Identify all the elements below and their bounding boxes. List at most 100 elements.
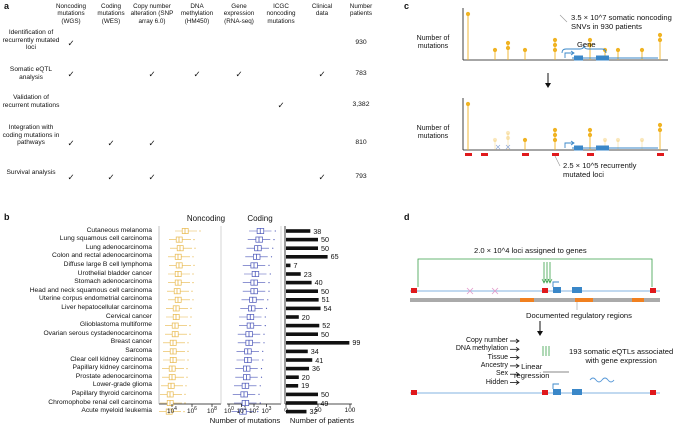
patient-count: 783 [355,70,367,77]
patient-bar [286,341,350,345]
patient-bar [286,306,321,311]
patient-bar [286,315,299,319]
c-lollipop-head [587,132,593,138]
noncoding-outlier [192,256,194,258]
covariate-label: Copy number [465,337,508,344]
covariate-label: Tissue [487,353,508,361]
c-lollipop-head [615,47,621,53]
d-locus [542,288,548,293]
patients-tick-label: 50 [314,407,322,414]
c-lollipop-head [465,101,471,107]
covariate-label: DNA methylation [455,345,508,353]
c-lollipop-head [657,127,663,133]
c-down-arrowhead [545,83,551,88]
cancer-type-label: Lung squamous cell carcinoma [59,235,152,243]
covariate-arrowhead [515,338,520,344]
covariate-arrowhead [515,380,520,385]
patient-bar-value: 49 [320,398,329,408]
column-header: ICGC noncoding mutations [266,3,296,25]
assignment-arrowheads [541,278,553,284]
assignment-bracket [417,258,653,287]
patient-bar-value: 52 [322,321,331,331]
d-down-arrowhead [537,331,543,336]
c-lollipop-head [522,137,528,143]
c-gene-exon [596,55,609,61]
snv-note-pointer [559,14,568,23]
patient-bar-value: 20 [301,312,310,322]
coding-outlier [260,376,263,378]
c-lollipop-head [639,47,645,53]
d-regulatory-region [520,298,534,302]
patient-bar-value: 40 [314,278,323,288]
row-label: Integration with coding mutations in pat… [2,124,60,147]
patient-bar [286,366,310,371]
check-mark: ✓ [318,172,326,182]
check-mark: ✓ [148,172,156,182]
check-mark: ✓ [67,138,75,148]
cancer-type-label: Diffuse large B cell lymphoma [63,260,152,268]
expression-wave [589,377,615,383]
noncoding-outlier [191,290,193,292]
noncoding-outlier [190,316,192,318]
patient-bar-value: 50 [321,329,329,339]
d-gene-exon-2 [553,389,561,395]
noncoding-outlier [183,411,185,413]
cancer-type-label: Head and neck squamous cell carcinoma [29,286,152,294]
d-locus-2 [542,390,548,395]
snv-note: 3.5 × 10^7 somatic noncoding SNVs in 930… [571,13,672,31]
check-mark: ✓ [148,69,156,79]
check-mark: ✓ [67,38,75,48]
patient-bar-value: 65 [330,252,339,262]
check-mark: ✓ [318,69,326,79]
c-lollipop-head [552,47,558,53]
patient-bar [286,392,318,397]
panel-b-label: b [4,212,10,222]
noncoding-outlier [190,307,192,309]
c-locus-marker [465,153,472,156]
c-locus-marker [587,153,594,156]
d-tss-arrow [552,281,559,287]
cancer-type-label: Liver hepatocellular carcinoma [61,303,152,311]
coding-tick-label: 102 [249,406,259,416]
c-x-mark [495,144,501,150]
c-lollipop-head [522,47,528,53]
noncoding-outlier [186,368,188,370]
patient-bar-value: 32 [309,407,318,417]
d-locus [411,288,417,293]
cancer-type-label: Colon and rectal adenocarcinoma [51,252,152,260]
patient-bar [286,263,291,268]
patients-tick-label: 0 [284,407,288,414]
cancer-type-label: Breast cancer [110,338,152,346]
c-lollipop-head [657,32,663,38]
coding-outlier [268,290,270,292]
c-lollipop-head [465,11,471,17]
cancer-type-label: Lung adenocarcinoma [85,243,152,251]
covariate-arrowhead [515,355,520,360]
cancer-type-label: Sarcoma [125,346,152,354]
coding-outlier [269,273,271,275]
noncoding-outlier [199,230,201,232]
noncoding-outlier [193,264,195,266]
cancer-type-label: Papillary kidney carcinoma [72,364,152,372]
loci-note-pointer [554,155,561,167]
patient-bar-value: 23 [303,269,312,279]
c-lollipop-head [505,45,511,51]
coding-tick-label: 100 [224,406,234,416]
d-gene-exon [553,287,561,293]
c-lollipop-head [492,137,498,143]
patient-bar [286,375,299,379]
eqtl-note-line1: 193 somatic eQTLs associated [569,347,674,356]
patient-bar [286,280,312,285]
c-gene-exon [574,55,583,61]
noncoding-outlier [187,342,189,344]
column-header: Number patients [349,3,373,18]
cancer-type-label: Chromophobe renal cell carcinoma [48,398,152,406]
coding-outlier [257,411,259,413]
c-lollipop-head [615,137,621,143]
d-x-mark [491,287,499,295]
c-locus-marker [481,153,488,156]
c-lollipop-head [587,127,593,133]
c-lollipop-head [552,132,558,138]
c-lollipop-head [587,42,593,48]
